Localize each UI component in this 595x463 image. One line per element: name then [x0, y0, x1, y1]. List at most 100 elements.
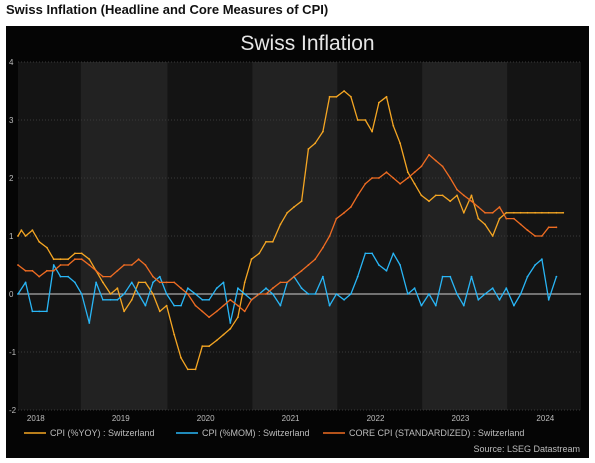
data-point-cpi_yoy: [74, 252, 76, 255]
data-point-cpi_mom: [505, 287, 508, 290]
data-point-core_cpi: [229, 298, 232, 301]
data-point-core_cpi: [534, 235, 536, 237]
data-point-cpi_yoy: [20, 229, 23, 232]
data-point-core_cpi: [116, 269, 119, 272]
y-tick-label: 1: [9, 232, 14, 241]
data-point-cpi_yoy: [491, 235, 494, 237]
data-point-core_cpi: [123, 264, 125, 266]
data-point-cpi_mom: [74, 281, 76, 284]
data-point-core_cpi: [484, 211, 486, 214]
data-point-core_cpi: [406, 177, 409, 179]
data-point-core_cpi: [477, 206, 480, 208]
data-point-cpi_yoy: [137, 281, 140, 284]
data-point-cpi_yoy: [265, 240, 267, 243]
data-point-core_cpi: [519, 223, 522, 226]
data-point-cpi_mom: [194, 293, 197, 295]
data-point-cpi_yoy: [88, 258, 91, 261]
data-point-cpi_yoy: [271, 240, 274, 243]
data-point-core_cpi: [215, 310, 218, 313]
data-point-core_cpi: [541, 235, 543, 237]
data-point-cpi_yoy: [258, 252, 261, 255]
data-point-core_cpi: [243, 310, 246, 313]
data-point-core_cpi: [392, 177, 395, 179]
data-point-cpi_mom: [385, 269, 388, 272]
data-point-core_cpi: [52, 269, 55, 272]
data-point-core_cpi: [513, 217, 515, 220]
data-point-cpi_yoy: [109, 293, 112, 295]
data-point-cpi_yoy: [335, 95, 338, 98]
inflation-chart: -2 -1 0 1 2 3 4 2018 2019 2020 2021 2022 2023 2024 Swi…: [9, 32, 581, 454]
data-point-core_cpi: [237, 304, 239, 307]
data-point-core_cpi: [201, 310, 204, 313]
data-point-cpi_mom: [80, 293, 83, 295]
data-point-cpi_yoy: [180, 356, 182, 359]
data-point-cpi_mom: [335, 293, 338, 295]
data-point-cpi_mom: [484, 293, 486, 295]
data-point-cpi_mom: [271, 293, 274, 295]
data-point-core_cpi: [505, 217, 508, 220]
data-point-cpi_mom: [307, 293, 310, 295]
x-tick-label: 2019: [112, 414, 130, 423]
data-point-cpi_yoy: [356, 119, 359, 121]
data-point-cpi_mom: [356, 275, 359, 278]
x-tick-label: 2022: [367, 414, 385, 423]
y-tick-label: 3: [9, 116, 14, 125]
page-heading: Swiss Inflation (Headline and Core Measu…: [6, 2, 329, 17]
data-point-cpi_mom: [364, 252, 367, 255]
data-point-cpi_yoy: [194, 368, 197, 371]
data-point-cpi_yoy: [279, 223, 282, 226]
data-point-cpi_mom: [137, 293, 140, 295]
data-point-core_cpi: [173, 281, 176, 284]
y-tick-label: 2: [9, 174, 14, 183]
data-point-cpi_yoy: [152, 293, 154, 295]
data-point-cpi_yoy: [413, 182, 416, 185]
data-point-cpi_mom: [462, 304, 465, 307]
data-point-cpi_yoy: [484, 223, 486, 226]
data-point-cpi_yoy: [201, 345, 204, 348]
data-point-cpi_mom: [322, 275, 324, 278]
data-point-core_cpi: [385, 171, 388, 174]
data-point-cpi_yoy: [462, 211, 465, 214]
data-point-cpi_yoy: [449, 200, 452, 203]
data-point-cpi_yoy: [350, 95, 352, 98]
shaded-band: [337, 62, 423, 410]
data-point-cpi_mom: [470, 275, 473, 278]
data-point-cpi_mom: [413, 287, 416, 290]
data-point-cpi_mom: [24, 281, 27, 284]
data-point-cpi_yoy: [59, 258, 62, 261]
data-point-core_cpi: [462, 194, 465, 197]
legend-label-core_cpi: CORE CPI (STANDARDIZED) : Switzerland: [349, 428, 524, 438]
data-point-cpi_mom: [513, 304, 515, 307]
data-point-cpi_mom: [144, 304, 147, 307]
data-point-cpi_yoy: [46, 246, 48, 249]
data-point-core_cpi: [17, 264, 19, 266]
data-point-core_cpi: [38, 275, 41, 278]
data-point-cpi_mom: [328, 304, 331, 307]
data-point-cpi_yoy: [428, 200, 430, 203]
data-point-core_cpi: [498, 206, 501, 208]
data-point-cpi_yoy: [378, 101, 380, 104]
data-point-cpi_mom: [456, 293, 458, 295]
data-point-core_cpi: [371, 177, 373, 179]
data-point-core_cpi: [130, 264, 133, 266]
data-point-cpi_yoy: [406, 171, 409, 174]
data-point-cpi_mom: [17, 293, 19, 295]
data-point-cpi_mom: [109, 298, 112, 301]
chart-panel: -2 -1 0 1 2 3 4 2018 2019 2020 2021 2022 2023 2024 Swi…: [6, 26, 589, 458]
data-point-cpi_yoy: [420, 194, 423, 197]
data-point-cpi_mom: [158, 275, 161, 278]
data-point-cpi_mom: [222, 281, 225, 284]
data-point-core_cpi: [46, 269, 48, 272]
data-point-core_cpi: [413, 171, 416, 174]
data-point-cpi_yoy: [173, 333, 176, 336]
data-point-cpi_yoy: [52, 258, 55, 261]
data-point-cpi_mom: [38, 310, 41, 313]
data-point-cpi_yoy: [123, 310, 125, 313]
data-point-core_cpi: [293, 275, 295, 278]
data-point-core_cpi: [186, 293, 189, 295]
data-point-core_cpi: [109, 275, 112, 278]
data-point-core_cpi: [222, 304, 225, 307]
data-point-cpi_mom: [519, 293, 522, 295]
data-point-core_cpi: [378, 177, 380, 179]
data-point-core_cpi: [491, 211, 494, 214]
